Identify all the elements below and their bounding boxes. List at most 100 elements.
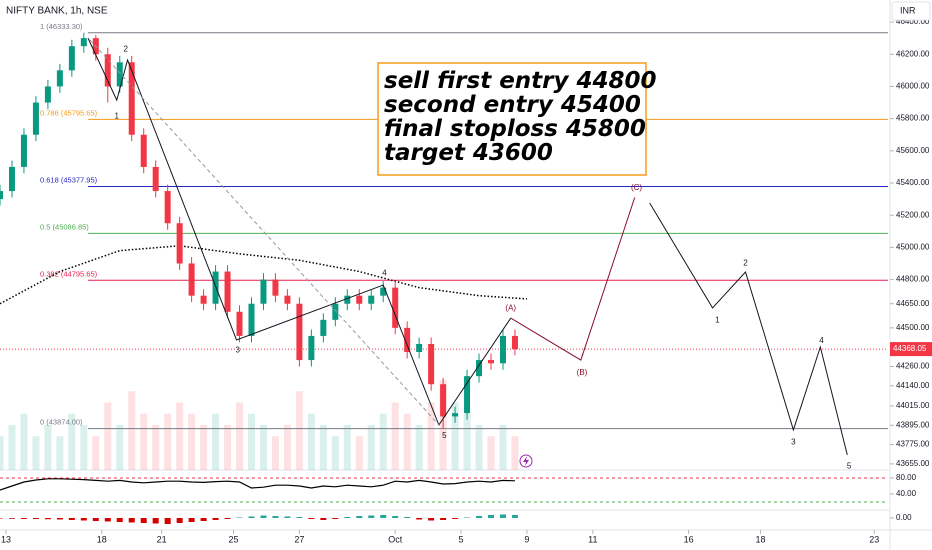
- y-tick-label: 46400.00: [896, 17, 930, 26]
- volume-bar: [20, 413, 28, 470]
- histogram-bar: [284, 516, 291, 518]
- x-tick-label: 27: [294, 534, 304, 544]
- y-tick-label: 46000.00: [896, 82, 930, 91]
- candle-body: [80, 38, 87, 47]
- volume-bar: [475, 425, 483, 470]
- oscillator-line: [0, 478, 515, 491]
- note-line: target 43600: [384, 140, 553, 166]
- wave-label: 5: [847, 461, 852, 470]
- volume-bar: [415, 425, 423, 470]
- candle-body: [308, 335, 315, 361]
- note-line: final stoploss 45800: [384, 116, 646, 142]
- candle-body: [68, 46, 75, 71]
- volume-bar: [212, 413, 220, 470]
- y-tick-label: 44500.00: [896, 323, 930, 332]
- histogram-bar: [380, 515, 387, 518]
- histogram-bar: [499, 514, 506, 518]
- histogram-bar: [488, 515, 495, 518]
- volume-bar: [164, 413, 172, 470]
- fib-level: 0: [40, 418, 44, 427]
- volume-bar: [140, 413, 148, 470]
- fib-label: 0.5 (45086.85): [40, 222, 89, 231]
- y-tick-label: 46200.00: [896, 49, 930, 58]
- fib-level: 0.5: [40, 222, 50, 231]
- fib-label: 0.382 (44795.65): [40, 269, 98, 278]
- note-line: sell first entry 44800: [384, 68, 657, 94]
- event-icon-bolt: [523, 456, 529, 466]
- fib-price: (46333.30): [46, 22, 83, 31]
- volume-bar: [68, 413, 76, 470]
- candle-body: [464, 376, 471, 414]
- y-tick-label: 44015.00: [896, 401, 930, 410]
- y-tick-label: 44140.00: [896, 381, 930, 390]
- candle-body: [104, 54, 111, 87]
- histogram-bar: [476, 516, 483, 518]
- histogram-bar: [416, 518, 423, 520]
- candle-body: [416, 343, 423, 353]
- fib-label: 1 (46333.30): [40, 22, 83, 31]
- x-tick-label: 9: [524, 534, 529, 544]
- histogram-bar: [320, 518, 327, 520]
- candle-body: [284, 295, 291, 304]
- histogram-bar: [224, 518, 231, 519]
- y-tick-label: 43895.00: [896, 420, 930, 429]
- histogram-bar: [452, 518, 459, 519]
- histogram-bar: [44, 518, 51, 520]
- candle-body: [404, 327, 411, 353]
- volume-bar: [32, 436, 40, 470]
- candle-body: [116, 62, 123, 87]
- volume-bar: [8, 425, 16, 470]
- histogram-bar: [511, 515, 518, 518]
- fib-label: 0.618 (45377.95): [40, 176, 98, 185]
- histogram-bar: [440, 518, 447, 520]
- histogram-bar: [0, 518, 3, 519]
- wave-label: 1: [115, 111, 120, 120]
- volume-bar: [247, 413, 255, 470]
- histogram-bar: [20, 518, 27, 519]
- candle-body: [224, 271, 231, 312]
- candle-body: [236, 311, 243, 336]
- volume-bar: [511, 436, 519, 470]
- candle-body: [44, 86, 51, 103]
- volume-bar: [56, 436, 64, 470]
- x-tick-label: 5: [459, 534, 464, 544]
- candle-body: [8, 166, 15, 192]
- wave-label: 4: [819, 336, 824, 345]
- wave-label: 3: [791, 437, 796, 446]
- candle-body: [20, 134, 27, 167]
- volume-bar: [283, 425, 291, 470]
- histogram-bar: [392, 516, 399, 518]
- candle-body: [140, 134, 147, 167]
- volume-bar: [92, 436, 100, 470]
- volume-bar: [116, 425, 124, 470]
- volume-bar: [343, 425, 351, 470]
- histogram-bar: [260, 515, 267, 518]
- candle-body: [356, 295, 363, 304]
- candle-body: [176, 223, 183, 264]
- candle-body: [452, 413, 459, 417]
- volume-bar: [259, 425, 267, 470]
- wave-label: (B): [577, 368, 588, 377]
- candle-body: [440, 384, 447, 417]
- histogram-bar: [140, 518, 147, 523]
- x-tick-label: 21: [157, 534, 167, 544]
- fib-level: 0.382: [40, 269, 59, 278]
- x-tick-label: Oct: [388, 534, 403, 544]
- y-tick-label: 44260.00: [896, 362, 930, 371]
- histogram-bar: [296, 517, 303, 518]
- candle-body: [32, 102, 39, 135]
- fib-label: 0 (43874.00): [40, 418, 83, 427]
- candle-body: [188, 263, 195, 296]
- volume-bar: [463, 413, 471, 470]
- volume-bar: [80, 425, 88, 470]
- histogram-bar: [236, 517, 243, 518]
- volume-bar: [427, 402, 435, 470]
- candle-body: [499, 335, 506, 364]
- volume-bar: [176, 402, 184, 470]
- fib-level: 0.786: [40, 108, 59, 117]
- fib-price: (44795.65): [61, 269, 98, 278]
- histogram-bar: [80, 518, 87, 521]
- histogram-bar: [464, 517, 471, 518]
- last-price-box: [890, 342, 932, 357]
- histogram-bar: [8, 518, 15, 519]
